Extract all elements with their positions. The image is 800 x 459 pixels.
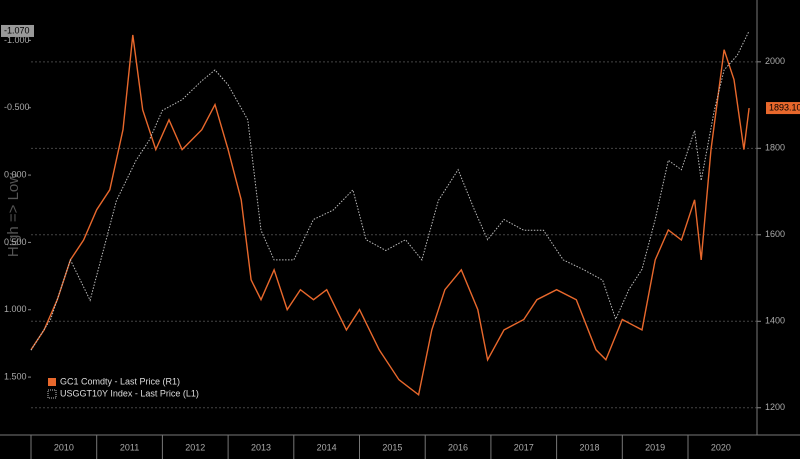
badge-box [1,24,34,37]
x-tick-label: 2013 [251,442,271,452]
y2-tick-label: 1600 [765,229,785,239]
x-tick-label: 2015 [382,442,402,452]
series-line [30,34,750,397]
last-value-badge: 1893.10 [766,102,800,115]
x-tick-label: 2017 [514,442,534,452]
legend-label: USGGT10Y Index - Last Price (L1) [60,388,199,398]
y2-tick-label: 1400 [765,316,785,326]
x-tick-label: 2011 [120,442,139,452]
y-tick-label: 0.500 [4,237,27,247]
x-tick-label: 2020 [711,442,731,452]
y2-tick-label: 1200 [765,402,785,412]
x-tick-label: 2019 [645,442,665,452]
x-tick-label: 2016 [448,442,468,452]
y-tick-label: 0.000 [4,169,27,179]
x-tick-label: 2012 [185,442,205,452]
badge-label: -1.070 [4,25,30,35]
legend-label: GC1 Comdty - Last Price (R1) [60,376,180,386]
legend-swatch [48,378,56,386]
y-tick-label: -1.000 [4,35,30,45]
y-tick-label: 1.500 [4,371,27,381]
y-tick-label: 1.000 [4,304,27,314]
y-tick-label: -0.500 [4,102,30,112]
y-axis-label: High => Low [5,173,22,257]
x-tick-label: 2014 [317,442,337,452]
series-line [30,30,750,351]
y2-tick-label: 2000 [765,56,785,66]
badge-label: 1893.10 [769,102,800,112]
last-value-badge: -1.070 [1,24,34,37]
x-tick-label: 2018 [579,442,599,452]
y2-tick-label: 1800 [765,143,785,153]
legend-swatch [47,389,57,399]
x-tick-label: 2010 [54,442,74,452]
badge-box [766,102,800,115]
